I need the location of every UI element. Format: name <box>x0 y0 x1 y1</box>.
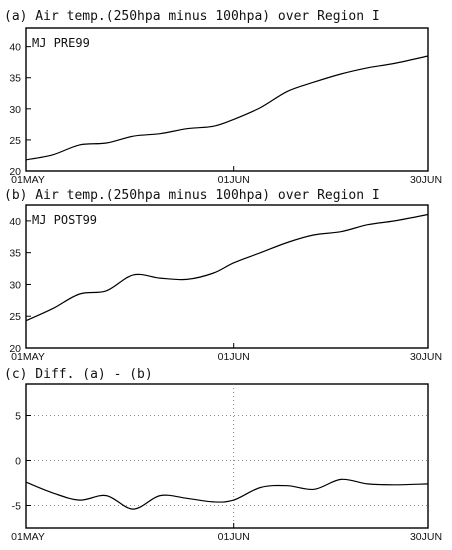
panel-b-series-line <box>25 213 429 322</box>
panel-a-y-tick-label: 25 <box>9 135 21 147</box>
panel-c-x-tick-label: 01JUN <box>218 531 250 543</box>
panel-b-frame <box>25 204 429 349</box>
panel-b-y-tick-label: 25 <box>9 311 21 323</box>
panel-b-y-tick-label: 30 <box>9 279 21 291</box>
panel-a-frame <box>25 27 429 172</box>
panel-c-x-tick-label: 01MAY <box>11 531 45 543</box>
panel-c-x-tick-label: 30JUN <box>410 531 442 543</box>
panel-a-y-tick-label: 40 <box>9 42 21 54</box>
panel-c-y-tick-label: 5 <box>15 411 21 423</box>
panel-b-y-tick-label: 20 <box>9 343 21 355</box>
panel-b-x-tick-label: 01JUN <box>218 351 250 363</box>
panel-b-x-tick-label: 01MAY <box>11 351 45 363</box>
panel-b-title: (b) Air temp.(250hpa minus 100hpa) over … <box>4 188 380 203</box>
panel-b: (b) Air temp.(250hpa minus 100hpa) over … <box>4 188 442 363</box>
panel-a-x-tick-label: 01MAY <box>11 174 45 186</box>
panel-c-y-tick-label: -5 <box>12 501 21 513</box>
panel-a-x-tick-label: 01JUN <box>218 174 250 186</box>
panel-b-x-tick-label: 30JUN <box>410 351 442 363</box>
panel-a-title: (a) Air temp.(250hpa minus 100hpa) over … <box>4 9 380 24</box>
panel-c-title: (c) Diff. (a) - (b) <box>4 367 153 382</box>
panel-a-y-tick-label: 20 <box>9 166 21 178</box>
panel-c-y-tick-label: 0 <box>15 456 21 468</box>
panel-a: (a) Air temp.(250hpa minus 100hpa) over … <box>4 9 442 186</box>
panel-c: (c) Diff. (a) - (b) -5 0 5 01MAY 01JUN 30JUN <box>4 367 442 543</box>
panel-b-label: MJ POST99 <box>32 213 97 227</box>
panel-a-x-tick-label: 30JUN <box>410 174 442 186</box>
panel-b-y-tick-label: 40 <box>9 216 21 228</box>
panel-a-y-tick-label: 30 <box>9 104 21 116</box>
panel-a-y-tick-label: 35 <box>9 73 21 85</box>
panel-a-series-line <box>25 55 429 161</box>
panel-b-y-tick-label: 35 <box>9 248 21 260</box>
panel-c-frame <box>25 383 429 529</box>
panel-a-label: MJ PRE99 <box>32 36 90 50</box>
panel-c-series-line <box>25 478 429 510</box>
